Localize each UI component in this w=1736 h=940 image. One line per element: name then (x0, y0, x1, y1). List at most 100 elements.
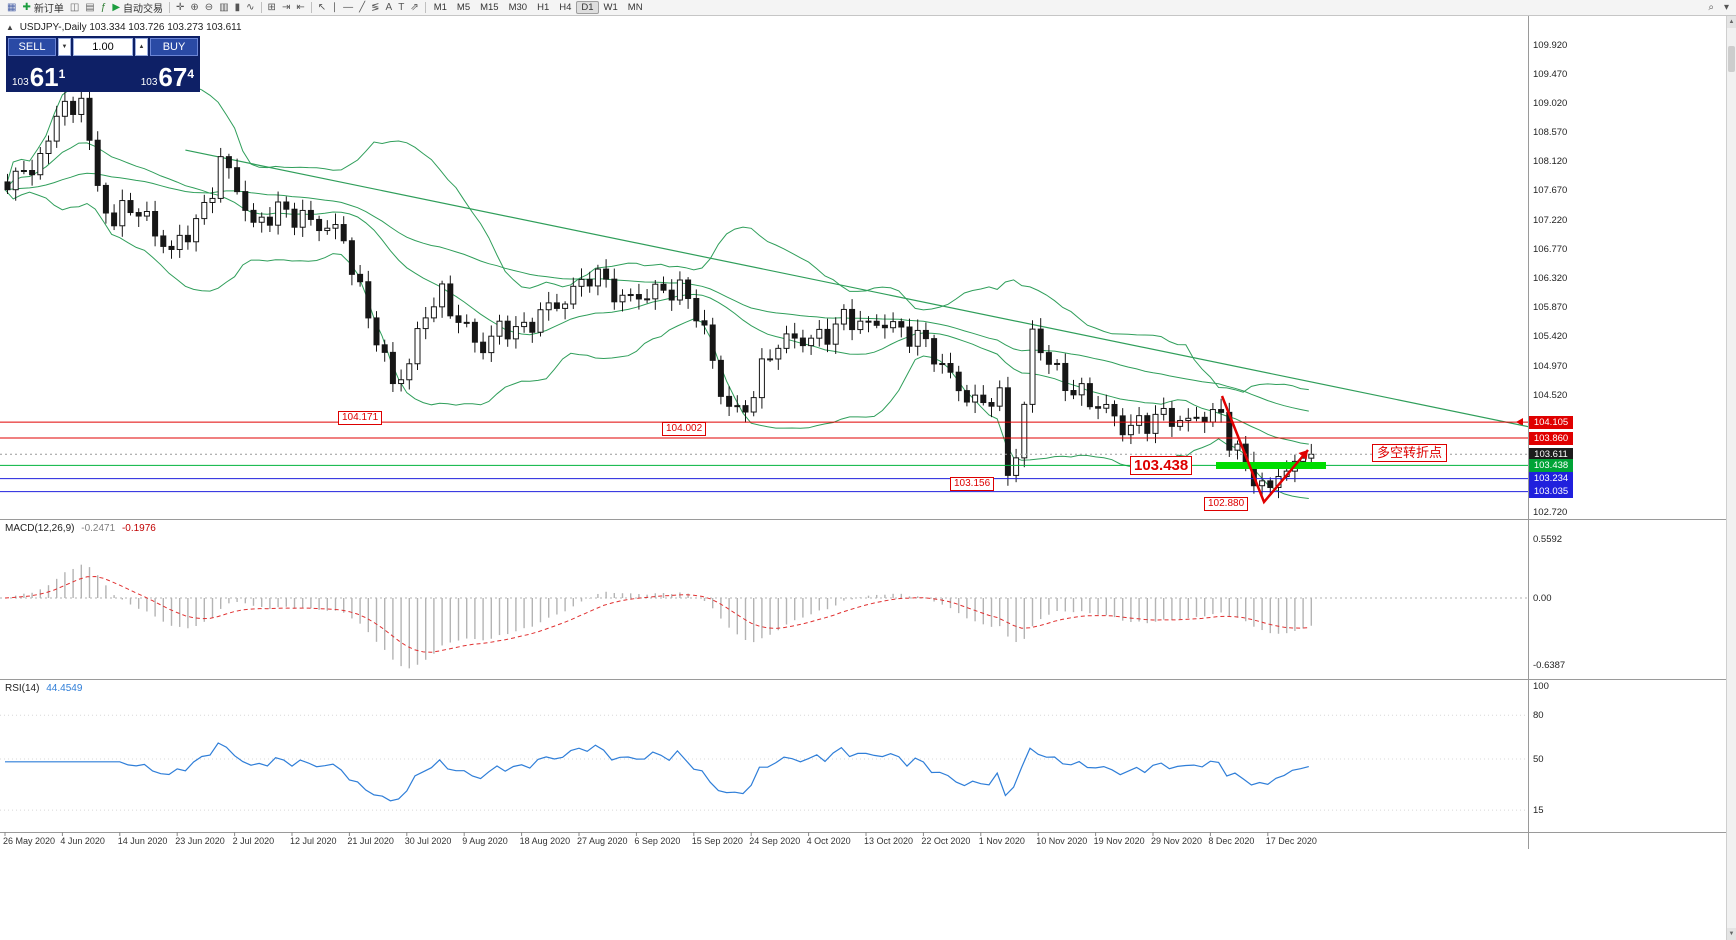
horizontal-line-icon[interactable]: — (340, 1, 356, 15)
price-tag-104.002[interactable]: 104.002 (662, 422, 707, 436)
candle-body (635, 294, 642, 300)
candle-body (570, 285, 577, 305)
auto-scroll-icon[interactable]: ⇥ (279, 1, 293, 15)
ask-price[interactable]: 103 67 4 (141, 64, 194, 90)
ask-pipette: 4 (187, 67, 194, 81)
price-axis-marker-103.438: 103.438 (1529, 458, 1573, 472)
vertical-scrollbar[interactable]: ▲ ▼ (1726, 16, 1736, 940)
crosshair-icon[interactable]: ✛ (173, 1, 187, 15)
macd-axis-label: -0.6387 (1533, 659, 1566, 671)
collapse-trade-panel-icon[interactable]: ▲ (6, 23, 14, 32)
candle-body (1004, 387, 1011, 476)
scrollbar-thumb[interactable] (1728, 46, 1735, 72)
scroll-down-arrow-icon[interactable]: ▼ (1727, 928, 1736, 940)
candle-body (824, 328, 831, 345)
candle-body (1070, 390, 1077, 396)
zoom-in-icon[interactable]: ⊕ (187, 1, 201, 15)
price-tag-104.171[interactable]: 104.171 (338, 411, 383, 425)
bid-pipette: 1 (58, 67, 66, 81)
price-axis-label: 104.520 (1533, 389, 1568, 401)
profiles-icon[interactable]: ▤ (82, 1, 97, 15)
candle-body (660, 283, 667, 291)
candle-body (422, 317, 429, 330)
candle-body (1086, 383, 1093, 408)
candle-body (406, 363, 413, 381)
candle-body (1127, 424, 1134, 436)
price-axis-label: 106.770 (1533, 243, 1568, 255)
price-tag-103.438[interactable]: 103.438 (1130, 456, 1193, 475)
dropdown-icon[interactable]: ▾ (1721, 1, 1732, 15)
price-axis-label: 107.670 (1533, 185, 1568, 197)
cursor-icon[interactable]: ↖ (315, 1, 329, 15)
timeframe-m15[interactable]: M15 (475, 1, 503, 14)
bollinger-upper-band (4, 78, 1309, 393)
scroll-up-arrow-icon[interactable]: ▲ (1727, 16, 1736, 28)
timeframe-m1[interactable]: M1 (429, 1, 452, 14)
chart-canvas[interactable] (0, 0, 1528, 849)
new-order-button[interactable]: ✚ 新订单 (19, 1, 66, 15)
new-chart-icon[interactable]: ▦ (4, 1, 19, 15)
chart-windows-icon[interactable]: ◫ (67, 1, 82, 15)
volume-down-button[interactable]: ▼ (58, 38, 71, 56)
price-tag-102.880[interactable]: 102.880 (1204, 497, 1249, 511)
rsi-panel-separator[interactable] (0, 679, 1736, 680)
candle-body (184, 234, 191, 243)
timeframe-w1[interactable]: W1 (599, 1, 623, 14)
candle-body (734, 405, 741, 408)
zoom-out-icon[interactable]: ⊖ (202, 1, 216, 15)
volume-up-button[interactable]: ▲ (135, 38, 148, 56)
price-axis-line (1528, 16, 1529, 849)
line-chart-icon[interactable]: ∿ (243, 1, 257, 15)
candle-chart-icon[interactable]: ▮ (232, 1, 244, 15)
vertical-line-icon[interactable]: ∣ (329, 1, 340, 15)
candle-body (758, 358, 765, 399)
candle-body (1062, 362, 1069, 392)
macd-panel-separator[interactable] (0, 519, 1736, 520)
candle-body (1152, 413, 1159, 434)
timeframe-h1[interactable]: H1 (532, 1, 554, 14)
bid-price[interactable]: 103 61 1 (12, 64, 65, 90)
fibonacci-icon[interactable]: ≶ (368, 1, 382, 15)
text-label-icon[interactable]: T (395, 1, 407, 15)
toolbar-separator (169, 2, 171, 13)
trend-arrow[interactable] (1220, 395, 1309, 505)
candle-body (1259, 480, 1266, 487)
candle-body (20, 170, 27, 173)
macd-axis-label: 0.00 (1533, 592, 1552, 604)
annotation-note[interactable]: 多空转折点 (1372, 444, 1448, 462)
candle-body (398, 379, 405, 385)
search-icon[interactable]: ⌕ (1705, 1, 1717, 15)
text-icon[interactable]: A (383, 1, 396, 15)
support-zone[interactable] (1216, 462, 1326, 469)
buy-button[interactable]: BUY (150, 38, 198, 56)
candle-body (545, 302, 552, 311)
autotrade-button[interactable]: ▶ 自动交易 (109, 1, 166, 15)
candle-body (1193, 416, 1200, 419)
price-tag-103.156[interactable]: 103.156 (950, 477, 995, 491)
candle-body (537, 309, 544, 333)
candle-body (291, 208, 298, 228)
rsi-axis-label: 100 (1533, 680, 1549, 692)
timeframe-m30[interactable]: M30 (504, 1, 532, 14)
text-label-icon-glyph: T (398, 1, 405, 13)
trendline-icon[interactable]: ╱ (356, 1, 368, 15)
toolbar-separator (310, 2, 312, 13)
timeframe-h4[interactable]: H4 (554, 1, 576, 14)
tile-windows-icon[interactable]: ⊞ (265, 1, 279, 15)
auto-scroll-icon-glyph: ⇥ (281, 1, 291, 13)
descending-trendline[interactable] (185, 149, 1528, 428)
timeframe-d1[interactable]: D1 (576, 1, 599, 14)
chart-shift-icon[interactable]: ⇤ (293, 1, 307, 15)
candle-body (53, 115, 60, 142)
arrows-icon[interactable]: ⇗ (407, 1, 421, 15)
indicator-list-icon[interactable]: ƒ (98, 1, 110, 15)
candle-body (1119, 415, 1126, 436)
price-axis-label: 106.320 (1533, 273, 1568, 284)
timeframe-mn[interactable]: MN (623, 1, 648, 14)
candle-body (594, 268, 601, 287)
sell-button[interactable]: SELL (8, 38, 56, 56)
volume-input[interactable] (73, 38, 133, 56)
timeframe-m5[interactable]: M5 (452, 1, 475, 14)
candle-body (939, 363, 946, 366)
bar-chart-icon[interactable]: ▥ (216, 1, 231, 15)
